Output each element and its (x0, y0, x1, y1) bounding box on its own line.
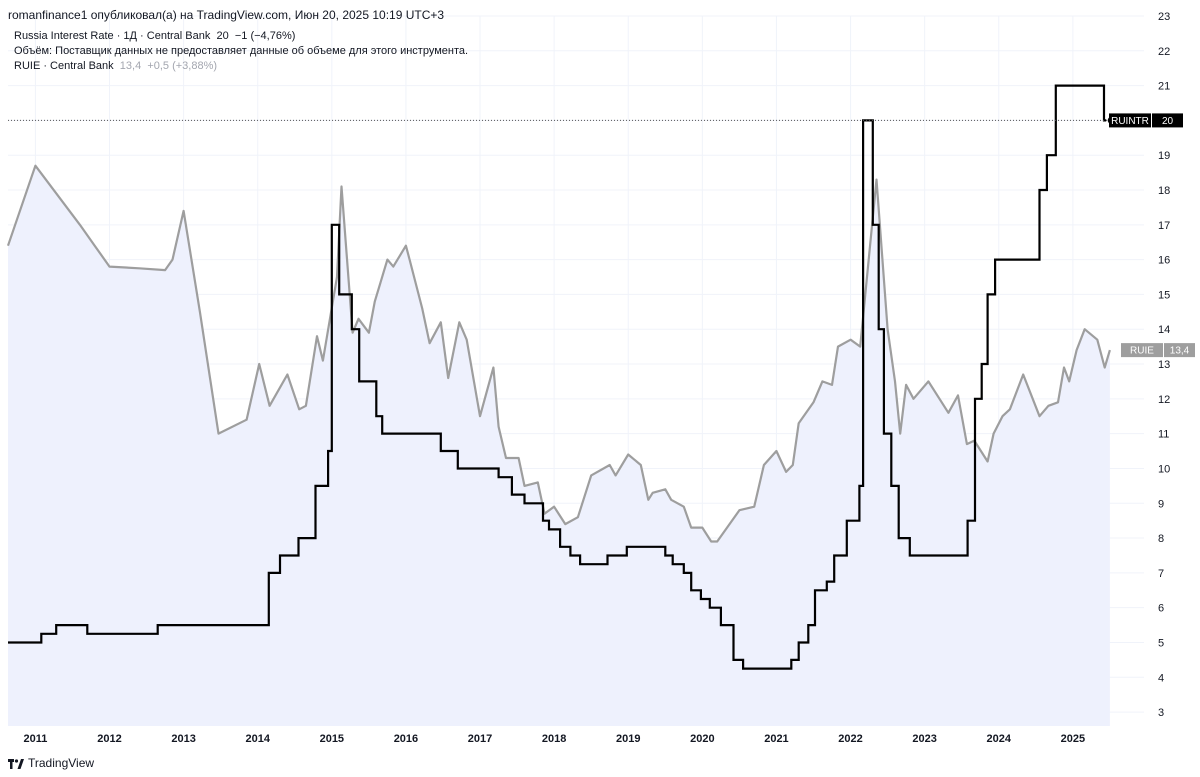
y-tick-label: 18 (1158, 185, 1170, 197)
y-tick-label: 15 (1158, 289, 1170, 301)
publisher-line: romanfinance1 опубликовал(а) на TradingV… (8, 8, 445, 22)
footer-brand-label: TradingView (28, 756, 95, 770)
x-tick-label: 2014 (245, 733, 270, 745)
ruintr-tag-value-box (1152, 113, 1183, 128)
chart-legend: Russia Interest Rate · 1Д · Central Bank… (14, 29, 468, 74)
x-tick-label: 2012 (97, 733, 121, 745)
ruie-tag-name: RUIE (1130, 346, 1154, 357)
x-tick-label: 2021 (764, 733, 788, 745)
y-tick-label: 9 (1158, 498, 1164, 510)
y-tick-label: 16 (1158, 255, 1170, 267)
x-tick-label: 2015 (320, 733, 344, 745)
x-tick-label: 2020 (690, 733, 714, 745)
price-tags: RUINTR 20 RUIE 13,4 (1109, 113, 1195, 358)
x-tick-label: 2025 (1061, 733, 1085, 745)
footer-brand[interactable]: TradingView (8, 756, 94, 770)
y-tick-label: 19 (1158, 150, 1170, 162)
legend-second-title: RUIE · Central Bank (14, 60, 114, 72)
ruintr-tag-name: RUINTR (1111, 116, 1149, 127)
x-tick-label: 2019 (616, 733, 640, 745)
legend-second-change: +0,5 (+3,88%) (147, 60, 218, 72)
y-tick-label: 23 (1158, 11, 1170, 23)
legend-second-value: 13,4 (119, 60, 142, 72)
x-tick-label: 2018 (542, 733, 566, 745)
ruie-area-fill (8, 165, 1110, 726)
y-tick-label: 13 (1158, 359, 1170, 371)
x-axis: 2011 2012 2013 2014 2015 2016 2017 2018 2019 2020… (23, 733, 1085, 745)
y-axis: 34567891011121314151617181920212223 (1158, 11, 1170, 719)
y-tick-label: 6 (1158, 603, 1164, 615)
y-tick-label: 10 (1158, 463, 1170, 475)
y-tick-label: 17 (1158, 220, 1170, 232)
x-tick-label: 2011 (23, 733, 47, 745)
y-tick-label: 5 (1158, 637, 1164, 649)
y-tick-label: 3 (1158, 707, 1164, 719)
ruintr-tag-value: 20 (1162, 116, 1174, 127)
legend-main-change: −1 (−4,76%) (234, 30, 296, 42)
legend-main-value: 20 (216, 30, 229, 42)
x-tick-label: 2023 (912, 733, 936, 745)
legend-main-title: Russia Interest Rate · 1Д · Central Bank (14, 30, 211, 42)
y-tick-label: 21 (1158, 81, 1170, 93)
y-tick-label: 14 (1158, 324, 1170, 336)
y-tick-label: 11 (1158, 429, 1169, 441)
tradingview-logo-icon (8, 758, 24, 769)
ruintr-price-tag[interactable]: RUINTR 20 (1109, 113, 1183, 128)
y-tick-label: 22 (1158, 46, 1170, 58)
y-tick-label: 7 (1158, 568, 1164, 580)
legend-main-row[interactable]: Russia Interest Rate · 1Д · Central Bank… (14, 29, 468, 44)
legend-volume-note: Объём: Поставщик данных не предоставляет… (14, 45, 469, 57)
x-tick-label: 2024 (987, 733, 1012, 745)
x-tick-label: 2022 (838, 733, 862, 745)
ruie-tag-value: 13,4 (1170, 346, 1190, 357)
y-tick-label: 4 (1158, 672, 1164, 684)
y-tick-label: 12 (1158, 394, 1170, 406)
y-tick-label: 8 (1158, 533, 1164, 545)
legend-second-row[interactable]: RUIE · Central Bank 13,4 +0,5 (+3,88%) (14, 59, 468, 74)
ruie-price-tag[interactable]: RUIE 13,4 (1121, 343, 1195, 358)
ruie-tag-name-box (1121, 343, 1163, 358)
ruintr-tag-name-box (1109, 113, 1151, 128)
x-tick-label: 2017 (468, 733, 492, 745)
ruintr-series-line (8, 84, 1107, 670)
ruie-series-line (6, 164, 1111, 543)
x-tick-label: 2013 (171, 733, 195, 745)
ruie-tag-value-box (1164, 343, 1195, 358)
legend-volume-row: Объём: Поставщик данных не предоставляет… (14, 44, 468, 59)
x-tick-label: 2016 (394, 733, 418, 745)
